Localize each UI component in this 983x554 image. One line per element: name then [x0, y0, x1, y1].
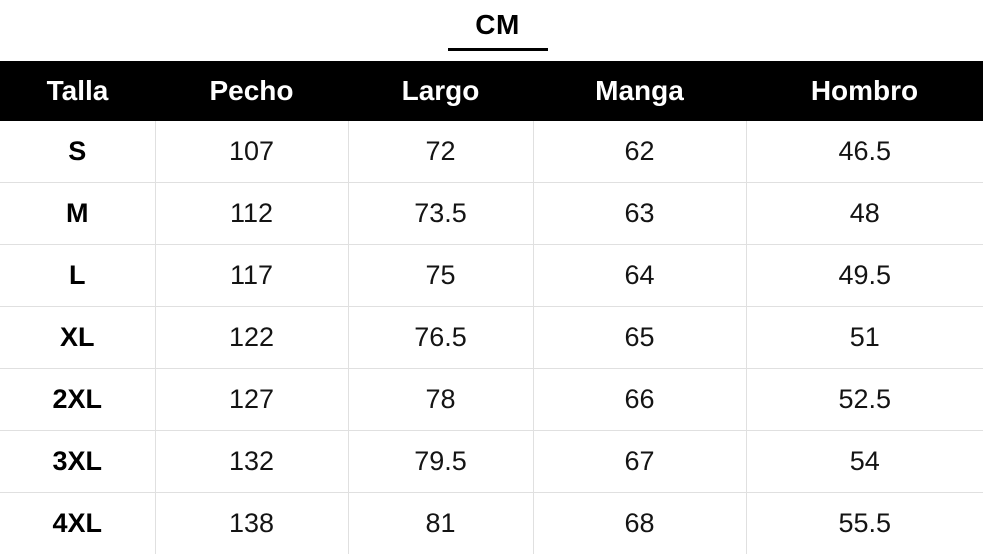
cell-pecho: 127 — [155, 369, 348, 431]
cell-manga: 68 — [533, 493, 746, 554]
column-header-pecho: Pecho — [155, 61, 348, 121]
table-row: M 112 73.5 63 48 — [0, 183, 983, 245]
cell-talla: S — [0, 121, 155, 183]
cell-talla: 3XL — [0, 431, 155, 493]
cell-pecho: 122 — [155, 307, 348, 369]
cell-pecho: 112 — [155, 183, 348, 245]
cell-hombro: 48 — [746, 183, 983, 245]
cell-talla: M — [0, 183, 155, 245]
cell-manga: 62 — [533, 121, 746, 183]
cell-talla: 2XL — [0, 369, 155, 431]
cell-manga: 63 — [533, 183, 746, 245]
cell-hombro: 46.5 — [746, 121, 983, 183]
column-header-talla: Talla — [0, 61, 155, 121]
chart-title-block: CM — [0, 0, 983, 61]
table-row: S 107 72 62 46.5 — [0, 121, 983, 183]
size-chart-table: Talla Pecho Largo Manga Hombro S 107 72 … — [0, 61, 983, 554]
table-body: S 107 72 62 46.5 M 112 73.5 63 48 L 117 … — [0, 121, 983, 554]
cell-largo: 81 — [348, 493, 533, 554]
table-row: 2XL 127 78 66 52.5 — [0, 369, 983, 431]
cell-pecho: 138 — [155, 493, 348, 554]
column-header-hombro: Hombro — [746, 61, 983, 121]
cell-largo: 73.5 — [348, 183, 533, 245]
cell-pecho: 107 — [155, 121, 348, 183]
column-header-largo: Largo — [348, 61, 533, 121]
cell-talla: L — [0, 245, 155, 307]
cell-largo: 75 — [348, 245, 533, 307]
cell-manga: 66 — [533, 369, 746, 431]
table-row: 4XL 138 81 68 55.5 — [0, 493, 983, 554]
table-row: L 117 75 64 49.5 — [0, 245, 983, 307]
cell-hombro: 55.5 — [746, 493, 983, 554]
cell-hombro: 54 — [746, 431, 983, 493]
cell-talla: 4XL — [0, 493, 155, 554]
cell-largo: 79.5 — [348, 431, 533, 493]
cell-manga: 64 — [533, 245, 746, 307]
cell-largo: 76.5 — [348, 307, 533, 369]
cell-manga: 65 — [533, 307, 746, 369]
cell-hombro: 49.5 — [746, 245, 983, 307]
table-header: Talla Pecho Largo Manga Hombro — [0, 61, 983, 121]
cell-largo: 78 — [348, 369, 533, 431]
table-row: 3XL 132 79.5 67 54 — [0, 431, 983, 493]
chart-title: CM — [6, 9, 983, 41]
table-row: XL 122 76.5 65 51 — [0, 307, 983, 369]
cell-pecho: 117 — [155, 245, 348, 307]
cell-manga: 67 — [533, 431, 746, 493]
cell-hombro: 51 — [746, 307, 983, 369]
cell-talla: XL — [0, 307, 155, 369]
column-header-manga: Manga — [533, 61, 746, 121]
header-row: Talla Pecho Largo Manga Hombro — [0, 61, 983, 121]
cell-hombro: 52.5 — [746, 369, 983, 431]
title-underline — [448, 48, 548, 51]
cell-largo: 72 — [348, 121, 533, 183]
cell-pecho: 132 — [155, 431, 348, 493]
